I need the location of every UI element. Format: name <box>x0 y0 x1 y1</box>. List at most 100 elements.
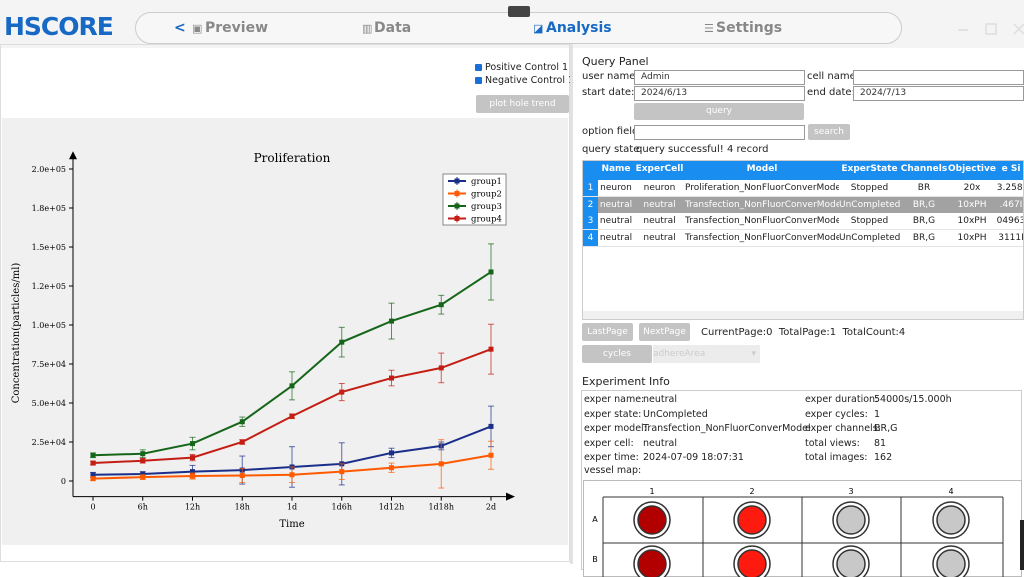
table-cell: BR,G <box>912 216 936 226</box>
legend-label: group2 <box>471 190 502 200</box>
user-name-input[interactable]: Admin <box>634 70 805 85</box>
chart: Proliferation Time Concentration(particles… <box>2 118 568 545</box>
table-header: Name ExperCell Model ExperState Channels Obje… <box>583 161 1023 180</box>
y-tick-label: 0 <box>61 477 66 486</box>
table-cell: BR <box>917 183 931 193</box>
window-controls[interactable] <box>950 20 1024 40</box>
preview-tab[interactable]: Preview <box>205 20 269 36</box>
info-value: 54000s/15.000h <box>874 394 952 405</box>
x-tick-label: 1d <box>287 503 297 512</box>
point <box>438 302 444 308</box>
next-page-button[interactable]: NextPage <box>639 323 690 341</box>
info-value: Transfection_NonFluorConverModel <box>643 423 811 435</box>
column-header: Channels <box>900 164 948 174</box>
column-header: Objective <box>948 164 996 174</box>
column-label: 4 <box>948 487 953 496</box>
row-index: 1 <box>587 183 594 193</box>
state-text: query successful! 4 record <box>636 144 769 155</box>
point <box>190 441 195 447</box>
left-panel <box>0 44 570 562</box>
table-cell: neutral <box>643 232 676 243</box>
table-cell: Stopped <box>850 183 889 193</box>
point <box>488 423 494 429</box>
x-tick-label: 12h <box>185 503 200 512</box>
back-button[interactable]: < <box>174 20 186 36</box>
point <box>239 439 245 445</box>
point <box>389 318 394 324</box>
table-cell: BR,G <box>912 199 936 210</box>
table-row[interactable]: 1 neuron neuron Proliferation_NonFluorConve… <box>583 180 1023 197</box>
legend-box <box>442 173 507 226</box>
point <box>488 452 494 458</box>
x-tick-label: 1d12h <box>379 503 405 512</box>
x-tick-label: 0 <box>90 503 95 512</box>
field-label: user name: <box>582 71 639 82</box>
row-index: 3 <box>587 216 594 226</box>
table-cell: neutral <box>599 199 633 210</box>
control-label: Negative Control 1 <box>485 75 575 86</box>
y-tick-label: 2.0e+05 <box>32 165 66 174</box>
end-date-input[interactable]: 2024/7/13 <box>853 86 1024 101</box>
checkbox[interactable] <box>475 64 482 71</box>
plot-button[interactable]: plot hole trend <box>476 95 569 113</box>
table-cell: neutral <box>599 216 633 226</box>
y-tick-label: 7.5e+04 <box>32 360 66 369</box>
row-index-cell <box>583 229 598 246</box>
query-button[interactable]: query <box>634 103 804 120</box>
info-value: 81 <box>874 437 887 449</box>
series-line <box>92 271 492 457</box>
y-axis-label: Concentration(particles/ml) <box>11 263 22 404</box>
point <box>289 472 295 478</box>
table-row[interactable]: 2 neutral neutral Transfection_NonFluorConv… <box>583 196 1023 214</box>
table-cell: 3.258I <box>996 183 1024 193</box>
table-row[interactable]: 3 neutral neutral Transfection_NonFluorConv… <box>583 213 1023 230</box>
row-index-cell <box>583 196 598 213</box>
row-label: B <box>592 555 598 564</box>
point <box>389 465 394 471</box>
point <box>140 458 146 464</box>
data-tab[interactable]: Data <box>374 20 412 36</box>
info-value: neutral <box>643 437 677 449</box>
cycles-button[interactable]: cycles <box>582 345 652 363</box>
table-cell: 3111I <box>998 232 1024 243</box>
info-label: exper duration: <box>805 394 879 405</box>
y-tick-label: 2.5e+04 <box>32 438 66 447</box>
state-label: query state: <box>582 144 643 155</box>
cell-name-input[interactable] <box>853 70 1024 85</box>
info-label: exper state: <box>584 408 642 420</box>
point <box>90 460 96 466</box>
point <box>190 469 195 475</box>
info-label: exper time: <box>584 452 639 464</box>
option-input[interactable] <box>634 125 805 140</box>
point <box>140 471 146 477</box>
area-dropdown[interactable]: adhereArea ▾ <box>653 345 760 363</box>
legend-label: group1 <box>471 177 502 187</box>
info-label: exper cell: <box>584 437 634 449</box>
legend-marker <box>454 203 460 209</box>
table-cell: Transfection_NonFluorConverModel <box>685 216 839 226</box>
dropdown-text: adhereArea <box>653 349 706 359</box>
chart-title: Proliferation <box>254 151 331 165</box>
search-button[interactable]: search <box>808 124 850 140</box>
column-header: e Si <box>1001 164 1021 174</box>
collapse-button[interactable] <box>508 6 530 17</box>
scrollbar <box>583 311 1023 319</box>
field-label: cell name: <box>807 71 860 82</box>
x-tick-label: 1d6h <box>332 503 352 512</box>
table-cell: Proliferation_NonFluorConverModel <box>685 183 839 193</box>
section-title: Experiment Info <box>582 375 670 388</box>
start-date-input[interactable]: 2024/6/13 <box>634 86 805 101</box>
info-label: exper model: <box>584 423 647 435</box>
checkbox[interactable] <box>475 77 482 84</box>
control-label: Positive Control 1 <box>485 62 569 73</box>
y-tick-label: 1.0e+05 <box>32 321 66 330</box>
info-value: 2024-07-09 18:07:31 <box>643 452 744 464</box>
point <box>389 375 394 381</box>
y-tick-label: 5.0e+04 <box>32 399 66 408</box>
preview-icon: ▣ <box>192 22 203 35</box>
settings-tab[interactable]: Settings <box>716 20 783 36</box>
table-row[interactable]: 4 neutral neutral Transfection_NonFluorConv… <box>583 229 1024 247</box>
analysis-tab[interactable]: Analysis <box>546 20 612 36</box>
last-page-button[interactable]: LastPage <box>582 323 633 341</box>
